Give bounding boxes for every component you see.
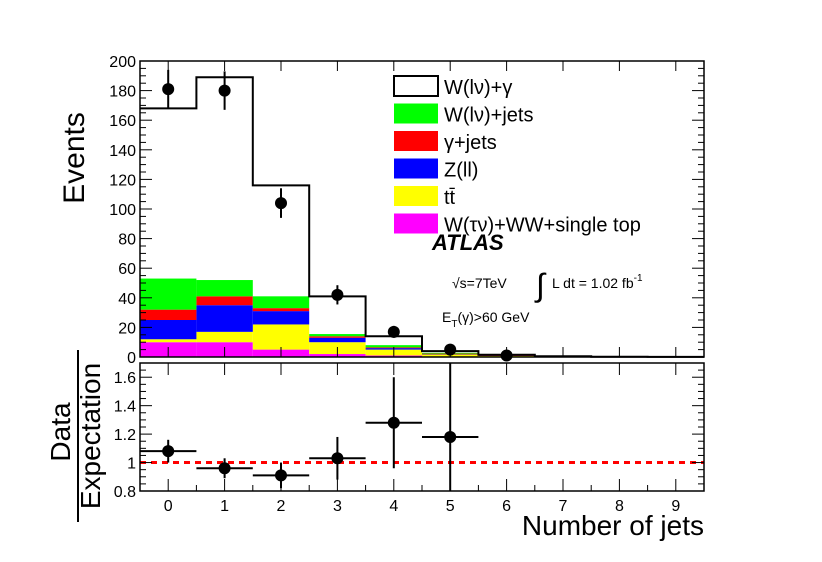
stack-bar-4-bin-0 [140, 278, 197, 310]
stack-bar-1-bin-1 [196, 331, 253, 343]
ratio-point-1 [218, 462, 231, 475]
legend-swatch-4 [394, 186, 438, 206]
x-tick-label-1: 1 [220, 498, 229, 515]
luminosity-text: L dt = 1.02 fb [552, 275, 634, 291]
stack-bar-2-bin-3 [309, 337, 366, 343]
x-axis-title: Number of jets [522, 510, 704, 541]
y-tick-label-120: 120 [109, 172, 136, 189]
x-tick-label-3: 3 [333, 498, 342, 515]
stack-bar-3-bin-2 [252, 308, 310, 312]
ratio-y-tick-label-3: 1.4 [114, 399, 136, 416]
cut-text-e: E [442, 309, 451, 325]
energy-label: √s=7TeV [452, 275, 507, 291]
ratio-point-3 [331, 452, 344, 465]
ratio-ylabel-denominator: Expectation [75, 363, 106, 509]
ratio-y-tick-label-1: 1 [127, 456, 136, 473]
photon-cut-label: ET(γ)>60 GeV [442, 309, 530, 330]
legend-swatch-0 [393, 75, 439, 97]
cut-text-subscript: T [451, 319, 457, 330]
data-point-4 [387, 325, 400, 338]
ratio-y-tick-label-4: 1.6 [114, 370, 136, 387]
legend-label-4: tt̄ [444, 187, 456, 209]
ratio-point-2 [275, 469, 287, 482]
ratio-y-axis: 0.8 1 1.2 1.4 1.6 [114, 369, 704, 501]
y-tick-label-80: 80 [118, 232, 136, 249]
top-y-axis: 0 20 40 60 80 100 120 140 160 180 200 [109, 54, 704, 367]
y-tick-label-160: 160 [109, 113, 136, 130]
x-tick-label-0: 0 [164, 498, 173, 515]
legend-label-5: W(τν)+WW+single top [444, 215, 641, 237]
stack-bar-4-bin-3 [309, 334, 366, 337]
integral-sign: ∫ [534, 267, 547, 303]
ratio-y-tick-label-2: 1.2 [114, 427, 136, 444]
legend-label-2: γ+jets [444, 132, 497, 154]
stack-bar-3-bin-3 [309, 336, 366, 338]
y-tick-label-20: 20 [118, 320, 136, 337]
ratio-y-tick-label-0: 0.8 [114, 484, 136, 501]
ratio-point-4 [387, 416, 400, 429]
luminosity-label: L dt = 1.02 fb-1 [552, 273, 643, 291]
x-tick-label-8: 8 [615, 498, 624, 515]
y-tick-label-140: 140 [109, 143, 136, 160]
cut-text-rest: (γ)>60 GeV [457, 309, 530, 325]
stack-bar-1-bin-0 [140, 339, 197, 343]
data-point-3 [331, 288, 344, 301]
legend-swatch-1 [394, 103, 438, 124]
stack-bar-3-bin-1 [196, 296, 253, 306]
stack-bar-2-bin-2 [252, 311, 310, 325]
ratio-ylabel-numerator: Data [45, 402, 76, 462]
legend-label-1: W(lν)+jets [444, 105, 533, 127]
data-point-1 [218, 84, 231, 97]
x-tick-label-5: 5 [446, 498, 455, 515]
x-tick-label-9: 9 [671, 498, 680, 515]
y-tick-label-40: 40 [118, 291, 136, 308]
stack-bar-1-bin-2 [252, 324, 310, 350]
stack-bar-2-bin-1 [196, 305, 253, 332]
legend-swatch-5 [394, 213, 438, 234]
stack-bar-4-bin-4 [365, 345, 422, 348]
legend-swatch-2 [394, 131, 438, 151]
x-tick-label-6: 6 [502, 498, 511, 515]
legend-label-3: Z(ll) [444, 160, 478, 182]
ratio-point-5 [444, 430, 457, 443]
ratio-points [140, 363, 479, 491]
ratio-point-0 [162, 445, 175, 458]
y-tick-label-180: 180 [109, 84, 136, 101]
y-axis-title: Events [58, 112, 91, 204]
legend-swatch-3 [394, 158, 438, 179]
stack-bar-2-bin-0 [140, 320, 197, 340]
data-point-2 [275, 197, 287, 210]
y-tick-label-60: 60 [118, 261, 136, 278]
legend: W(lν)+γ W(lν)+jets γ+jets Z(ll) tt̄ W(τν)+WW+… [393, 75, 641, 237]
y-tick-label-100: 100 [109, 202, 136, 219]
stack-bar-3-bin-0 [140, 309, 197, 320]
data-points [162, 69, 513, 362]
x-tick-label-4: 4 [389, 498, 398, 515]
stack-bar-4-bin-2 [252, 296, 310, 309]
top-x-ticks [167, 61, 677, 357]
legend-label-0: W(lν)+γ [444, 77, 512, 99]
y-tick-label-0: 0 [127, 350, 136, 367]
luminosity-exponent: -1 [634, 273, 643, 284]
x-tick-label-2: 2 [277, 498, 286, 515]
ratio-x-axis: 0 1 2 3 4 5 6 7 8 9 [139, 363, 705, 515]
x-tick-label-7: 7 [559, 498, 568, 515]
y-tick-label-200: 200 [109, 54, 136, 71]
experiment-label: ATLAS [431, 230, 504, 255]
stack-bar-4-bin-1 [196, 280, 253, 297]
data-point-0 [162, 83, 175, 96]
